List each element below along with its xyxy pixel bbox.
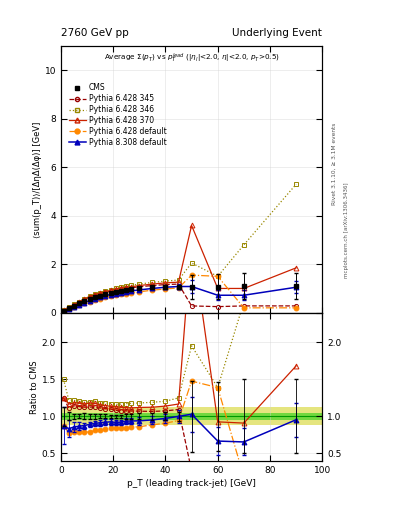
Y-axis label: ⟨sum(p_T)⟩/[ΔηΔ(Δφ)] [GeV]: ⟨sum(p_T)⟩/[ΔηΔ(Δφ)] [GeV] xyxy=(33,121,42,238)
Bar xyxy=(61,413,322,420)
Bar xyxy=(61,408,322,425)
Legend: CMS, Pythia 6.428 345, Pythia 6.428 346, Pythia 6.428 370, Pythia 6.428 default,: CMS, Pythia 6.428 345, Pythia 6.428 346,… xyxy=(67,82,168,148)
Text: Average $\Sigma(p_T)$ vs $p_T^{lead}$ ($|\eta_l|$<2.0, $\eta|$<2.0, $p_T$>0.5): Average $\Sigma(p_T)$ vs $p_T^{lead}$ ($… xyxy=(104,51,279,65)
Text: 2760 GeV pp: 2760 GeV pp xyxy=(61,28,129,38)
X-axis label: p_T (leading track-jet) [GeV]: p_T (leading track-jet) [GeV] xyxy=(127,479,256,488)
Text: Rivet 3.1.10, ≥ 3.1M events: Rivet 3.1.10, ≥ 3.1M events xyxy=(332,123,337,205)
Text: mcplots.cern.ch [arXiv:1306.3436]: mcplots.cern.ch [arXiv:1306.3436] xyxy=(344,183,349,278)
Y-axis label: Ratio to CMS: Ratio to CMS xyxy=(30,360,39,414)
Text: Underlying Event: Underlying Event xyxy=(232,28,322,38)
